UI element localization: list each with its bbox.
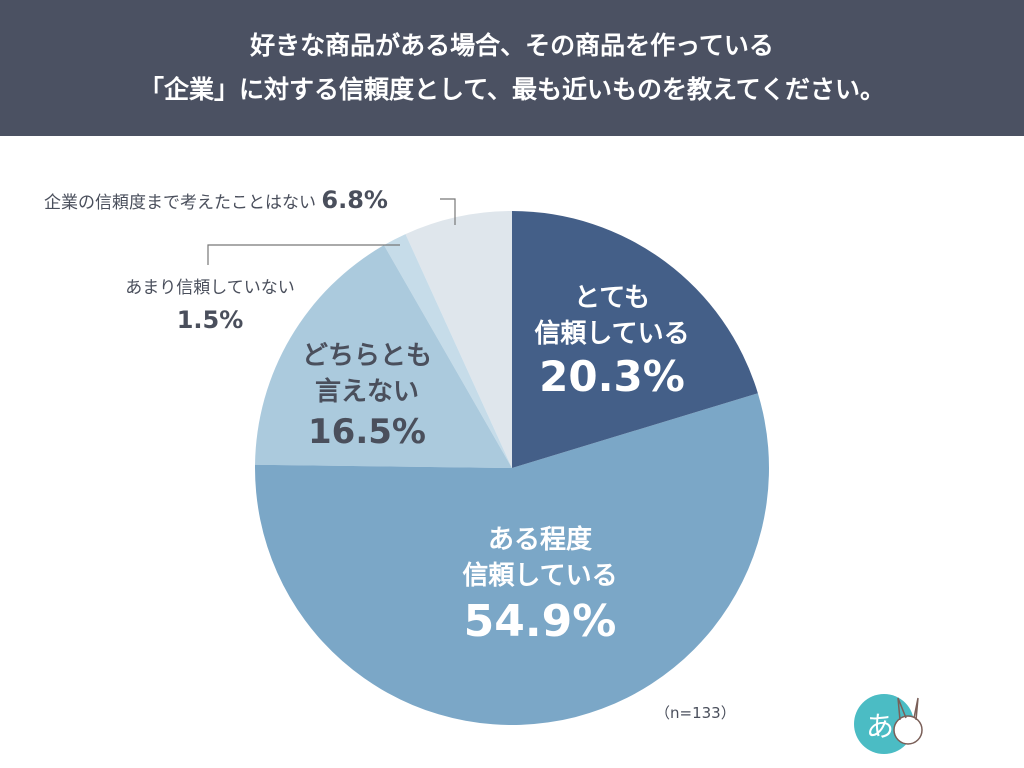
slice-very [512, 211, 758, 468]
question-line-2: 「企業」に対する信頼度として、最も近いものを教えてください。 [138, 75, 885, 104]
slice-not-considered [405, 211, 512, 468]
slice-somewhat [254, 393, 769, 726]
leader-line-not-much [207, 244, 400, 265]
question-line-1: 好きな商品がある場合、その商品を作っている [250, 31, 774, 60]
slice-neither [255, 245, 512, 468]
slice-label-very: とても 信頼している 20.3% [534, 283, 690, 401]
slice-not-much [383, 234, 512, 468]
slice-label-not-much: あまり信頼していない 1.5% [125, 278, 295, 334]
sample-size-note: （n=133） [655, 704, 736, 722]
svg-text:あ: あ [866, 710, 894, 743]
leader-line-not-considered [440, 198, 456, 225]
question-header: 好きな商品がある場合、その商品を作っている 「企業」に対する信頼度として、最も近… [0, 0, 1024, 136]
slice-label-neither: どちらとも 言えない 16.5% [301, 341, 432, 452]
aruru-logo: あ [846, 680, 1016, 758]
slice-label-somewhat: ある程度 信頼している 54.9% [462, 525, 618, 647]
slice-label-not-considered: 企業の信頼度まで考えたことはない 6.8% [44, 186, 388, 214]
